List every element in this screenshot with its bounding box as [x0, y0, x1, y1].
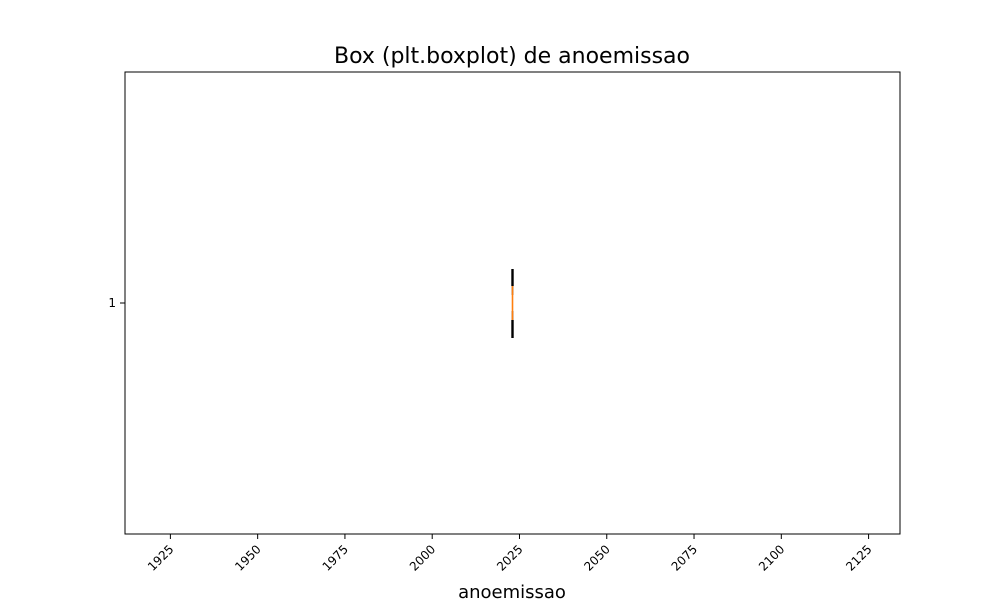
- y-tick-label: 1: [108, 296, 116, 310]
- chart-title: Box (plt.boxplot) de anoemissao: [334, 44, 690, 69]
- x-axis-label: anoemissao: [458, 582, 566, 600]
